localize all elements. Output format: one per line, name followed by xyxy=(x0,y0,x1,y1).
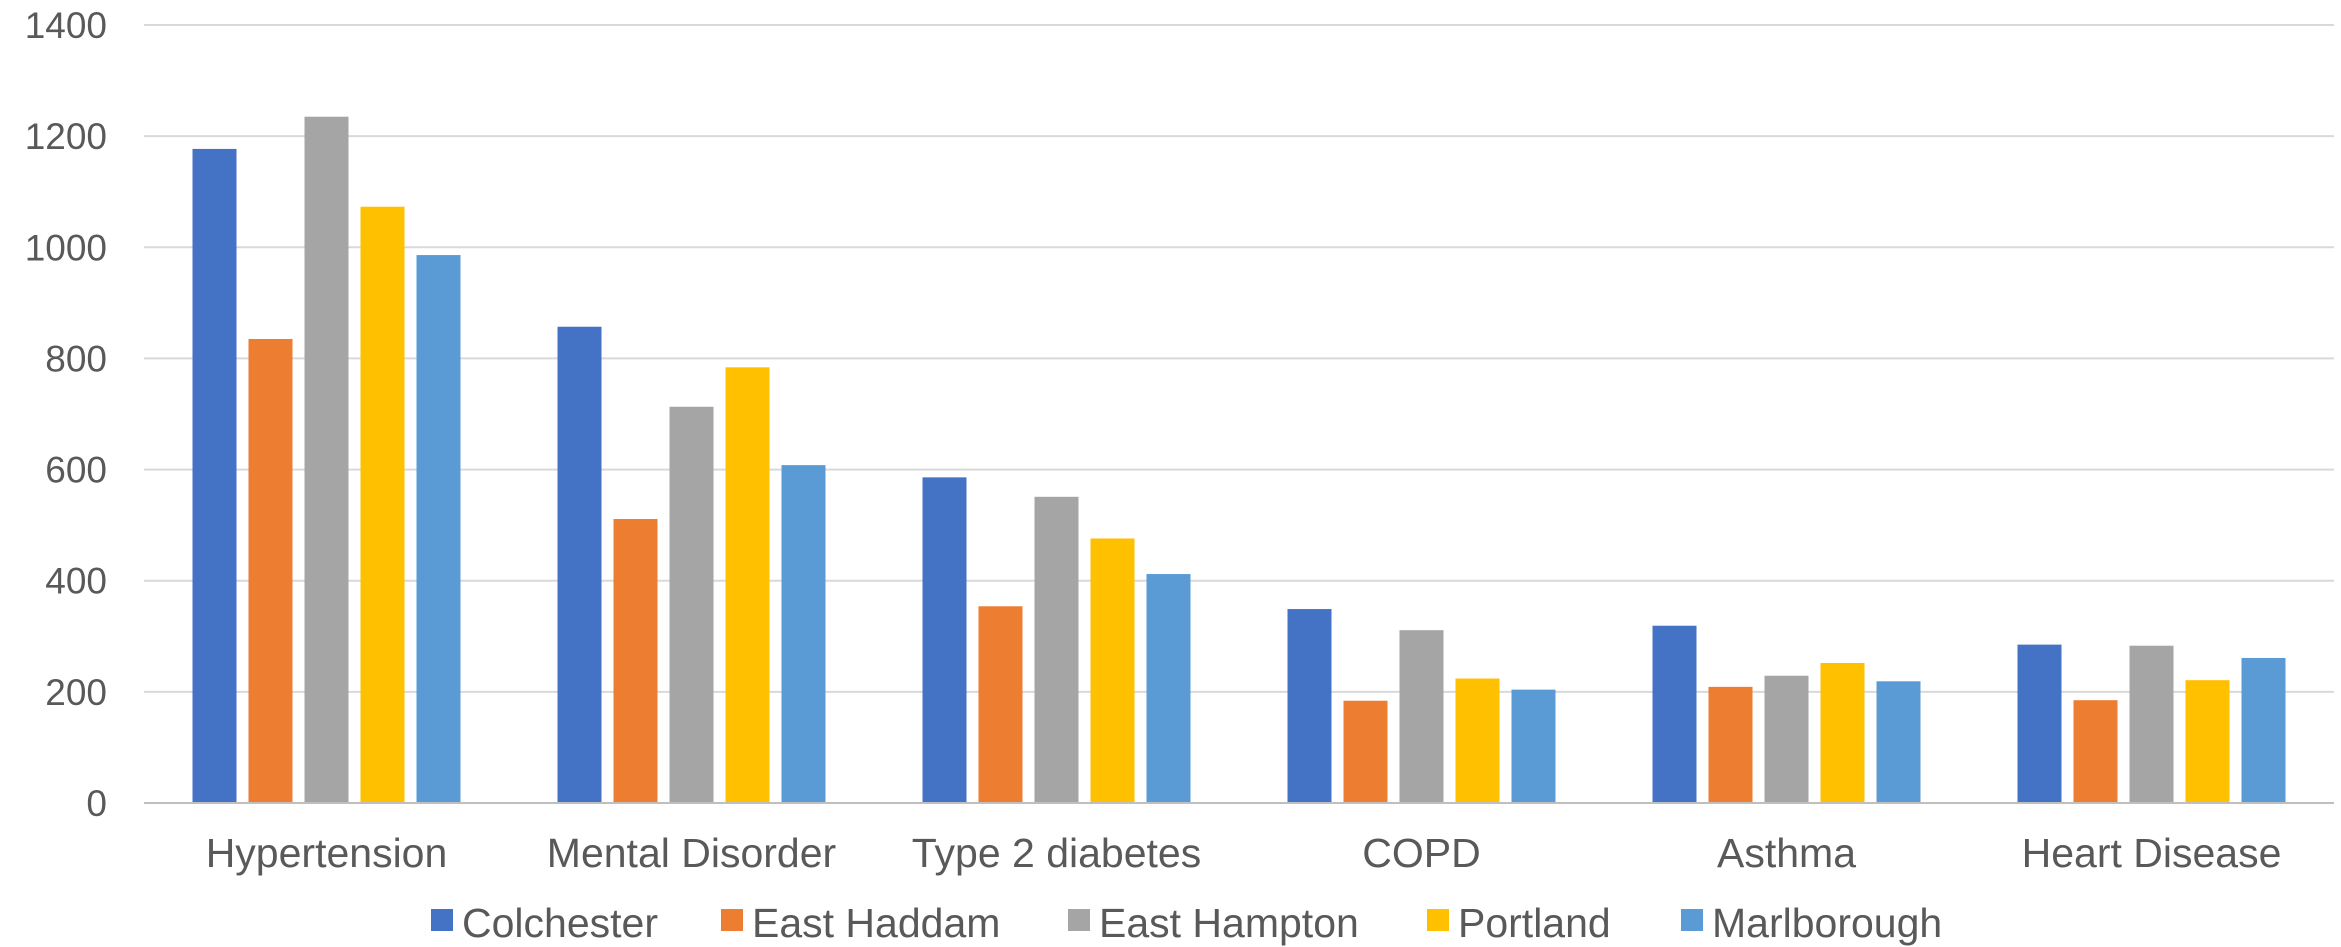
bar xyxy=(1652,625,1697,803)
legend-label: Marlborough xyxy=(1712,900,1942,946)
bar xyxy=(192,148,237,803)
bar xyxy=(248,338,293,803)
bar xyxy=(781,465,826,803)
category-label: Heart Disease xyxy=(2022,830,2282,876)
bar xyxy=(1511,689,1556,803)
y-tick-label: 1200 xyxy=(25,116,107,157)
y-tick-label: 400 xyxy=(45,561,107,602)
bar xyxy=(669,406,714,803)
bar xyxy=(1343,700,1388,803)
bar xyxy=(1708,686,1753,803)
bar xyxy=(2129,645,2174,803)
y-tick-label: 200 xyxy=(45,672,107,713)
bar xyxy=(416,255,461,803)
legend-swatch xyxy=(1681,909,1703,931)
bar xyxy=(1090,538,1135,803)
category-label: Type 2 diabetes xyxy=(912,830,1201,876)
legend-swatch xyxy=(721,909,743,931)
bar xyxy=(2185,680,2230,803)
category-label: Asthma xyxy=(1717,830,1856,876)
bar xyxy=(557,326,602,803)
bar xyxy=(978,606,1023,803)
legend: Colchester East Haddam East Hampton Portlan… xyxy=(431,900,1942,946)
legend-label: Portland xyxy=(1458,900,1611,946)
bars xyxy=(192,116,2286,803)
bar xyxy=(1034,496,1079,803)
y-tick-label: 1000 xyxy=(25,227,107,268)
y-tick-label: 800 xyxy=(45,338,107,379)
bar xyxy=(2241,657,2286,803)
category-labels: Hypertension Mental Disorder Type 2 diabet… xyxy=(206,830,2282,876)
y-tick-label: 0 xyxy=(86,783,107,824)
bar xyxy=(360,206,405,803)
legend-swatch xyxy=(1427,909,1449,931)
legend-label: Colchester xyxy=(462,900,658,946)
bar xyxy=(1764,675,1809,803)
bar xyxy=(1287,609,1332,803)
legend-swatch xyxy=(431,909,453,931)
y-tick-label: 600 xyxy=(45,450,107,491)
y-tick-label: 1400 xyxy=(25,5,107,46)
legend-label: East Haddam xyxy=(752,900,1000,946)
bar xyxy=(1455,678,1500,803)
bar xyxy=(1876,681,1921,803)
gridlines xyxy=(144,24,2334,693)
legend-label: East Hampton xyxy=(1099,900,1359,946)
legend-swatch xyxy=(1068,909,1090,931)
category-label: COPD xyxy=(1362,830,1480,876)
bar xyxy=(613,519,658,803)
bar xyxy=(725,367,770,803)
y-axis-tick-labels: 0 200 400 600 800 1000 1200 1400 xyxy=(25,5,107,824)
bar xyxy=(1146,574,1191,803)
bar xyxy=(2017,644,2062,803)
bar xyxy=(304,116,349,803)
bar xyxy=(2073,700,2118,803)
bar xyxy=(1820,662,1865,803)
category-label: Mental Disorder xyxy=(547,830,836,876)
bar xyxy=(922,477,967,803)
category-label: Hypertension xyxy=(206,830,448,876)
bar xyxy=(1399,630,1444,803)
